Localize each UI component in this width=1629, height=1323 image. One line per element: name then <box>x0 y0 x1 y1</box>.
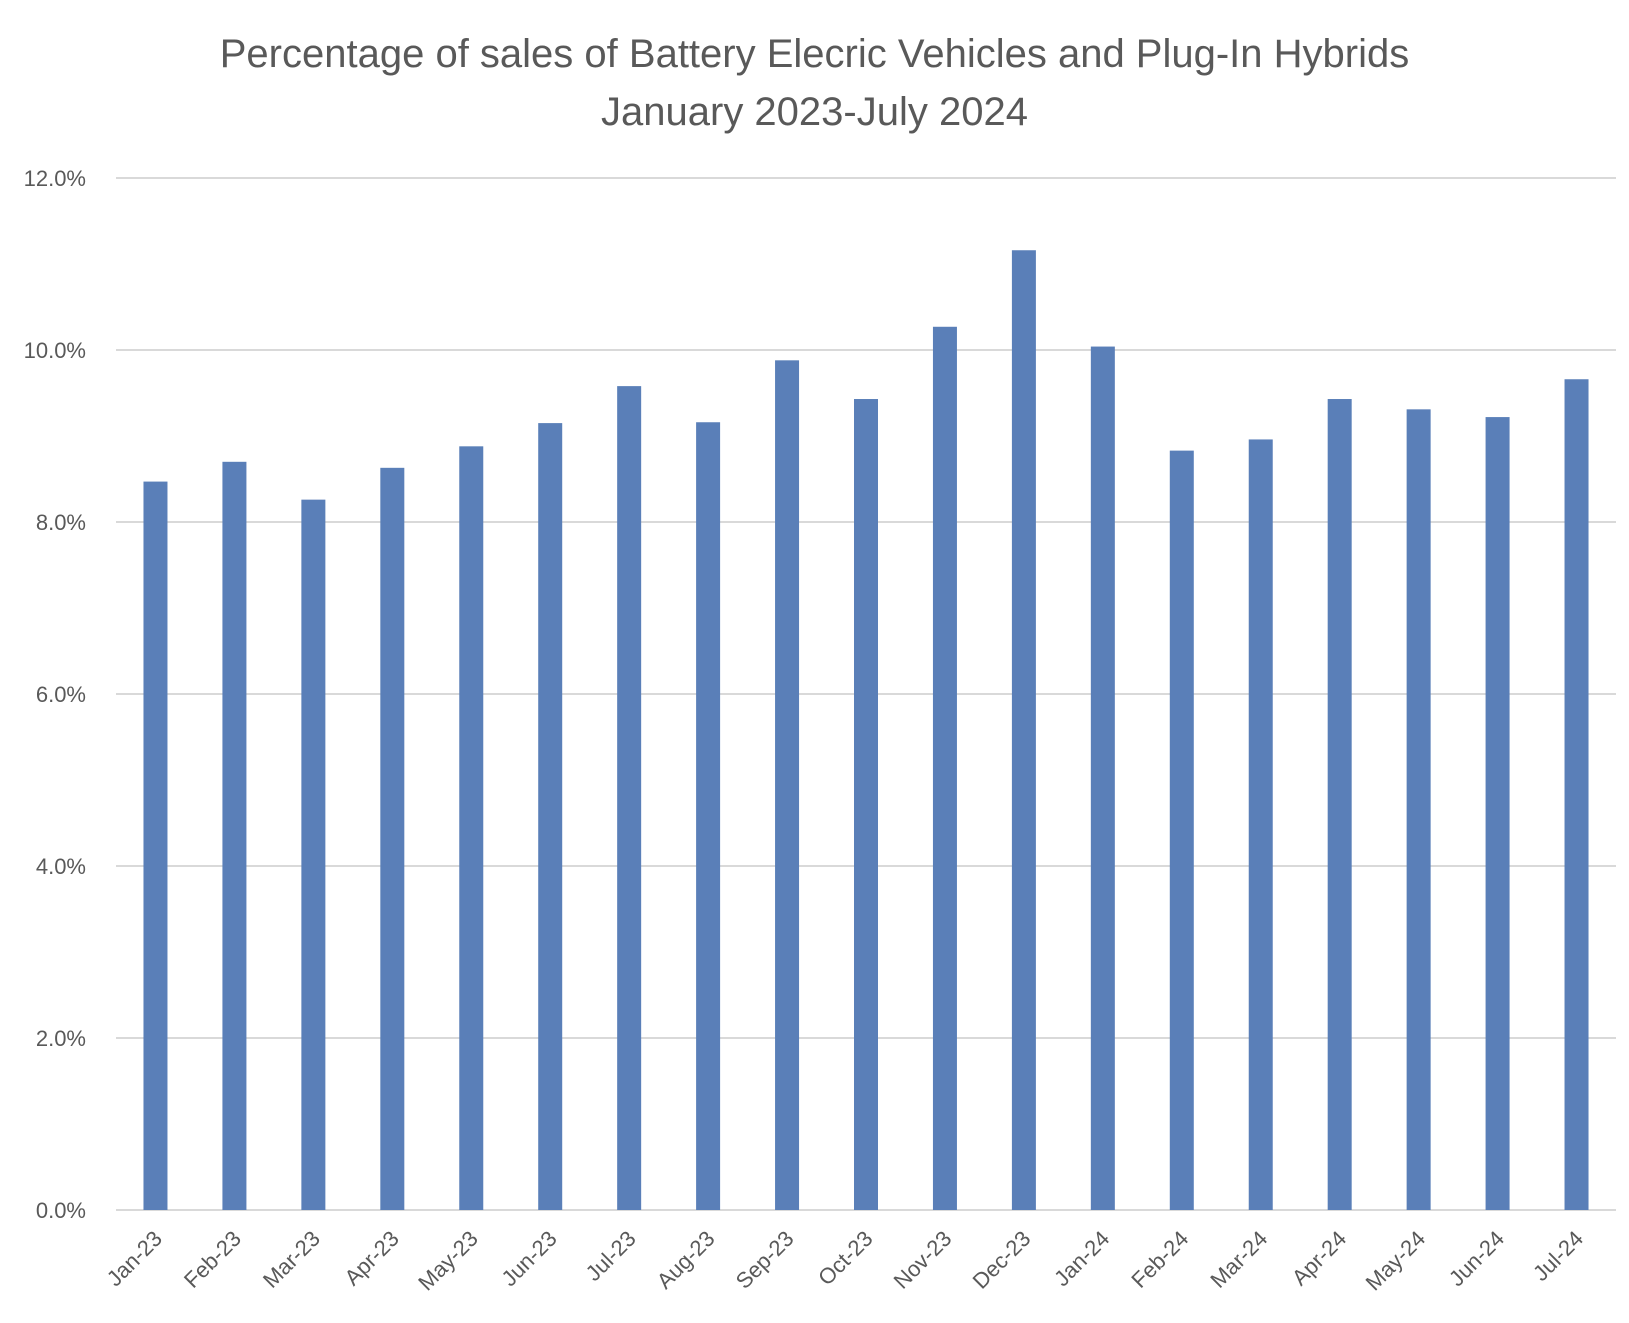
x-tick-label: Jul-23 <box>581 1226 641 1286</box>
bar-jan-24 <box>1090 346 1115 1210</box>
x-tick-label: Apr-24 <box>1287 1226 1351 1290</box>
bar-jul-23 <box>617 386 642 1210</box>
x-tick-label: Aug-23 <box>652 1226 720 1294</box>
x-tick-label: Mar-23 <box>258 1226 325 1293</box>
bar-may-24 <box>1406 409 1431 1211</box>
x-axis-tick-labels: Jan-23 Feb-23 Mar-23 Apr-23 May-23 Jun-23 Jul-… <box>102 1226 1588 1296</box>
x-tick-label: Jun-24 <box>1444 1226 1509 1291</box>
y-tick-label: 0.0% <box>36 1198 86 1223</box>
bar-mar-23 <box>301 499 326 1210</box>
x-tick-label: May-24 <box>1361 1226 1431 1296</box>
x-tick-label: Jul-24 <box>1528 1226 1588 1286</box>
y-tick-label: 10.0% <box>24 338 86 363</box>
bar-feb-23 <box>222 461 247 1210</box>
y-tick-label: 6.0% <box>36 682 86 707</box>
bar-sep-23 <box>775 360 800 1210</box>
x-tick-label: Mar-24 <box>1205 1226 1272 1293</box>
y-axis-tick-labels: 0.0% 2.0% 4.0% 6.0% 8.0% 10.0% 12.0% <box>24 166 86 1223</box>
x-tick-label: Feb-23 <box>179 1226 246 1293</box>
x-tick-label: Jan-23 <box>102 1226 167 1291</box>
bar-jul-24 <box>1564 379 1589 1210</box>
bars <box>143 250 1589 1211</box>
bar-jan-23 <box>143 481 168 1211</box>
x-tick-label: Feb-24 <box>1126 1226 1193 1293</box>
x-tick-label: Dec-23 <box>968 1226 1036 1294</box>
x-tick-label: Apr-23 <box>339 1226 403 1290</box>
bar-nov-23 <box>932 326 957 1210</box>
bar-mar-24 <box>1248 439 1273 1210</box>
bar-apr-23 <box>380 467 405 1210</box>
bar-dec-23 <box>1011 250 1036 1211</box>
bar-may-23 <box>459 446 484 1210</box>
chart-title-line-2: January 2023-July 2024 <box>601 90 1028 134</box>
x-tick-label: Nov-23 <box>889 1226 957 1294</box>
x-tick-label: May-23 <box>413 1226 483 1296</box>
bar-aug-23 <box>696 422 721 1210</box>
x-tick-label: Jun-23 <box>496 1226 561 1291</box>
bar-jun-24 <box>1485 417 1510 1211</box>
bar-jun-23 <box>538 423 563 1211</box>
y-tick-label: 2.0% <box>36 1026 86 1051</box>
x-tick-label: Oct-23 <box>813 1226 877 1290</box>
bar-oct-23 <box>854 399 878 1210</box>
x-tick-label: Sep-23 <box>731 1226 799 1294</box>
bar-apr-24 <box>1327 399 1352 1210</box>
y-tick-label: 8.0% <box>36 510 86 535</box>
bar-feb-24 <box>1169 450 1194 1210</box>
y-tick-label: 12.0% <box>24 166 86 191</box>
chart-title-line-1: Percentage of sales of Battery Elecric V… <box>219 32 1410 76</box>
y-tick-label: 4.0% <box>36 854 86 879</box>
x-tick-label: Jan-24 <box>1049 1226 1114 1291</box>
